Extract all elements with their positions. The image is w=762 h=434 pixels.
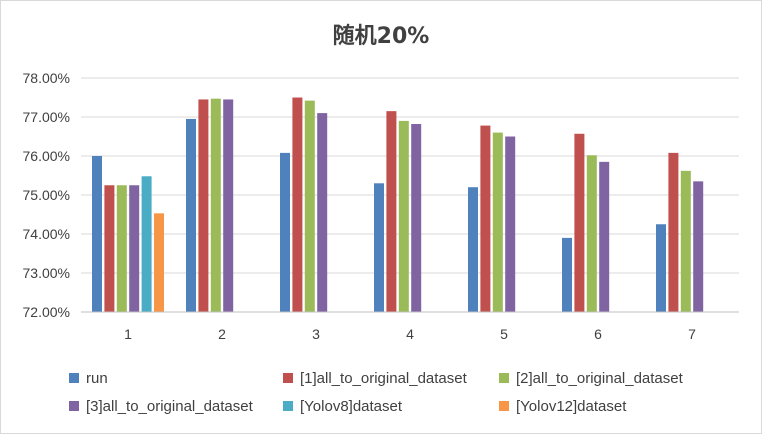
legend-label-5: [Yolov8]dataset [300,398,403,415]
legend-label-3: [2]all_to_original_dataset [516,370,684,387]
bar-1-cat-5 [468,187,478,312]
bar-2-cat-7 [668,152,679,312]
x-tick-label: 5 [500,326,508,342]
axes: 72.00% 73.00% 74.00% 75.00% 76.00% 77.00% 78.0… [23,70,739,342]
x-tick-label: 4 [406,326,414,342]
bar-4-cat-2 [223,99,234,312]
y-tick-label: 73.00% [23,265,70,281]
legend-swatch-3 [499,373,509,383]
bar-1-cat-1 [92,156,102,312]
bar-4-cat-3 [317,113,328,312]
y-tick-label: 72.00% [23,304,70,320]
bar-1-cat-3 [280,152,290,312]
bar-2-cat-1 [104,185,115,312]
bar-1-cat-7 [656,224,666,312]
x-tick-label: 7 [688,326,696,342]
bar-2-cat-6 [574,133,585,312]
legend-swatch-5 [283,401,293,411]
x-tick-label: 6 [594,326,602,342]
legend: run [1]all_to_original_dataset [2]all_to_o… [69,370,684,415]
bar-4-cat-5 [505,136,516,312]
bar-4-cat-6 [599,161,610,312]
bar-1-cat-2 [186,118,196,312]
chart-title: 随机20% [333,23,430,49]
bar-1-cat-4 [374,183,384,312]
legend-label-1: run [86,370,108,387]
legend-swatch-1 [69,373,79,383]
y-tick-label: 77.00% [23,109,70,125]
bar-2-cat-3 [292,97,303,312]
bar-2-cat-4 [386,111,397,313]
legend-swatch-2 [283,373,293,383]
bar-2-cat-2 [198,99,209,312]
bar-4-cat-4 [411,124,422,313]
legend-label-2: [1]all_to_original_dataset [300,370,468,387]
bar-4-cat-7 [693,181,704,312]
gridlines [81,77,739,274]
bar-3-cat-4 [398,120,409,313]
y-tick-label: 78.00% [23,70,70,86]
bar-3-cat-7 [680,170,691,312]
bar-5-cat-1 [141,176,152,312]
legend-swatch-6 [499,401,509,411]
bar-1-cat-6 [562,237,572,312]
bars [92,97,704,313]
bar-4-cat-1 [129,185,140,312]
x-tick-label: 2 [218,326,226,342]
legend-label-6: [Yolov12]dataset [516,398,627,415]
legend-label-4: [3]all_to_original_dataset [86,398,254,415]
y-tick-label: 76.00% [23,148,70,164]
bar-3-cat-2 [210,98,221,312]
bar-2-cat-5 [480,125,491,312]
legend-swatch-4 [69,401,79,411]
y-tick-label: 75.00% [23,187,70,203]
bar-3-cat-3 [304,100,315,313]
y-tick-label: 74.00% [23,226,70,242]
bar-3-cat-6 [586,155,597,312]
x-tick-label: 3 [312,326,320,342]
bar-3-cat-1 [116,185,127,312]
bar-6-cat-1 [154,213,164,312]
bar-3-cat-5 [492,132,503,312]
x-tick-label: 1 [124,326,132,342]
